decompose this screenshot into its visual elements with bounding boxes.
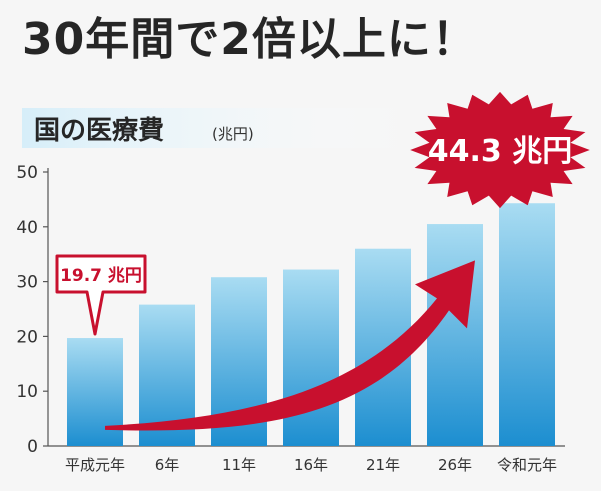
y-tick-label: 40 [16, 218, 38, 238]
x-tick-label: 令和元年 [497, 456, 557, 474]
x-tick-label: 26年 [438, 456, 472, 474]
x-tick-label: 6年 [155, 456, 180, 474]
title-band [22, 108, 422, 148]
y-tick-label: 0 [27, 437, 38, 457]
bar [283, 269, 339, 446]
x-tick-label: 16年 [294, 456, 328, 474]
bar [427, 224, 483, 446]
callout-label: 19.7 兆円 [60, 266, 142, 286]
x-tick-label: 平成元年 [65, 456, 125, 474]
chart-title: 国の医療費 [34, 116, 164, 146]
chart-unit: (兆円) [212, 125, 254, 143]
y-tick-label: 10 [16, 382, 38, 402]
x-tick-label: 21年 [366, 456, 400, 474]
headline: 30年間で2倍以上に！ [22, 14, 477, 65]
y-tick-label: 50 [16, 163, 38, 183]
y-tick-label: 20 [16, 327, 38, 347]
highlight-label: 44.3 兆円 [428, 134, 572, 169]
callout-box [55, 254, 147, 336]
trend-arrow [105, 260, 475, 431]
y-tick-label: 30 [16, 273, 38, 293]
highlight-burst [410, 91, 590, 209]
x-tick-label: 11年 [222, 456, 256, 474]
bar [499, 203, 555, 446]
